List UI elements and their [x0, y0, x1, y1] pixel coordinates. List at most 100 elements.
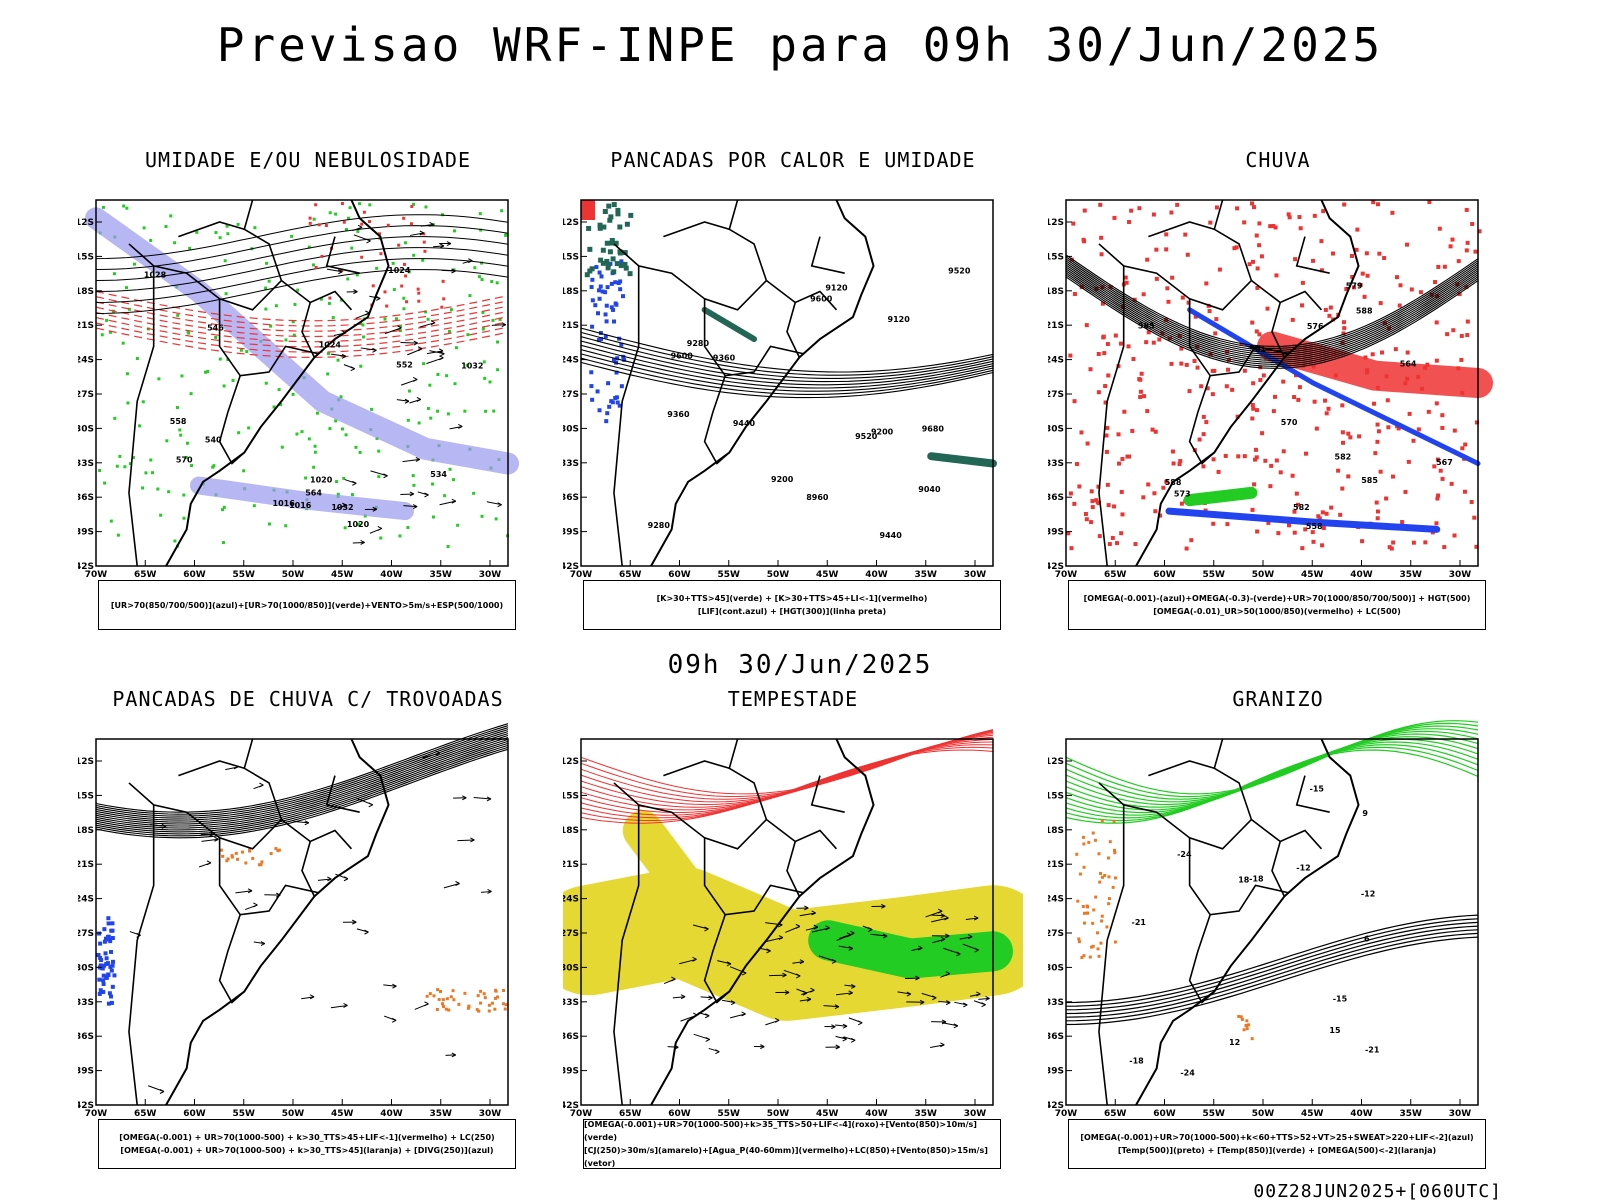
shaded-cell — [328, 302, 331, 305]
shaded-cell — [219, 358, 222, 361]
shaded-cell — [1250, 201, 1254, 205]
shaded-cell — [628, 213, 633, 218]
shaded-cell — [309, 222, 312, 225]
lat-tick-label: 18S — [563, 287, 579, 297]
lon-tick-label: 50W — [767, 1109, 790, 1117]
contour-label: -15 — [1310, 785, 1325, 794]
shaded-cell — [335, 480, 338, 483]
shaded-cell — [270, 852, 273, 855]
shaded-cell — [605, 304, 609, 308]
shaded-cell — [1091, 505, 1095, 509]
shaded-cell — [268, 280, 271, 283]
contour-label: 1032 — [461, 361, 483, 370]
shaded-cell — [231, 854, 234, 857]
lon-tick-label: 55W — [233, 570, 256, 578]
shaded-cell — [379, 536, 382, 539]
contour-label: 9040 — [918, 485, 941, 494]
shaded-cell — [1079, 430, 1083, 434]
shaded-cell — [1094, 896, 1097, 899]
shaded-cell — [1340, 403, 1344, 407]
shaded-cell — [493, 1008, 496, 1011]
shaded-cell — [1211, 392, 1215, 396]
shaded-cell — [1218, 268, 1222, 272]
shaded-cell — [1254, 448, 1258, 452]
shaded-cell — [604, 419, 608, 423]
shaded-cell — [1130, 429, 1134, 433]
shaded-cell — [407, 419, 410, 422]
shaded-cell — [479, 990, 482, 993]
shaded-cell — [612, 202, 617, 207]
shaded-cell — [343, 221, 346, 224]
shaded-cell — [1097, 947, 1100, 950]
shaded-cell — [1086, 442, 1090, 446]
shaded-cell — [1298, 385, 1302, 389]
shaded-cell — [98, 469, 101, 472]
lon-tick-label: 65W — [1104, 1109, 1127, 1117]
shaded-cell — [1106, 373, 1110, 377]
shaded-cell — [1390, 211, 1394, 215]
shaded-cell — [179, 434, 182, 437]
shaded-cell — [126, 401, 129, 404]
shaded-cell — [1453, 533, 1457, 537]
shaded-cell — [587, 247, 592, 252]
lon-tick-label: 65W — [1104, 570, 1127, 578]
shaded-cell — [1463, 443, 1467, 447]
shaded-cell — [1113, 820, 1116, 823]
lat-tick-label: 12S — [563, 757, 579, 767]
shaded-cell — [1311, 540, 1315, 544]
shaded-cell — [450, 308, 453, 311]
shaded-cell — [1313, 400, 1317, 404]
shaded-cell — [463, 992, 466, 995]
shaded-cell — [1269, 464, 1273, 468]
lat-tick-label: 18S — [563, 826, 579, 836]
shaded-cell — [443, 494, 446, 497]
shaded-cell — [1083, 922, 1086, 925]
shaded-cell — [1098, 203, 1102, 207]
shaded-cell — [1183, 233, 1187, 237]
shaded-cell — [624, 266, 629, 271]
shaded-cell — [385, 305, 388, 308]
shaded-cell — [1236, 454, 1240, 458]
shaded-cell — [397, 244, 400, 247]
shaded-cell — [1245, 1019, 1248, 1022]
shaded-cell — [1127, 344, 1131, 348]
contour-label: 570 — [1281, 418, 1298, 427]
legend-box: [K>30+TTS>45](verde) + [K>30+TTS>45+LI<-… — [583, 580, 1001, 630]
shaded-cell — [1297, 215, 1301, 219]
shaded-cell — [312, 263, 315, 266]
shaded-cell — [1169, 362, 1173, 366]
shaded-cell — [334, 213, 337, 216]
shaded-cell — [1281, 380, 1285, 384]
shaded-band — [828, 940, 993, 958]
shaded-cell — [1107, 856, 1110, 859]
lat-tick-label: 33S — [1048, 998, 1064, 1008]
shaded-cell — [1073, 292, 1077, 296]
shaded-cell — [1470, 500, 1474, 504]
shaded-cell — [1436, 265, 1440, 269]
contour-label: -21 — [1132, 918, 1147, 927]
shaded-cell — [188, 247, 191, 250]
shaded-cell — [1112, 504, 1116, 508]
shaded-cell — [1199, 384, 1203, 388]
shaded-cell — [354, 446, 357, 449]
shaded-cell — [102, 927, 106, 931]
lon-tick-label: 50W — [767, 570, 790, 578]
shaded-cell — [1394, 347, 1398, 351]
shaded-cell — [590, 325, 594, 329]
shaded-cell — [482, 327, 485, 330]
shaded-cell — [412, 484, 415, 487]
shaded-cell — [1423, 540, 1427, 544]
shaded-cell — [432, 994, 435, 997]
shaded-cell — [601, 248, 606, 253]
shaded-cell — [1131, 357, 1135, 361]
shaded-cell — [1253, 458, 1257, 462]
lat-tick-label: 12S — [1048, 218, 1064, 228]
lat-tick-label: 36S — [78, 493, 94, 503]
contour-label: 9120 — [888, 315, 911, 324]
shaded-cell — [1237, 1015, 1240, 1018]
contour-label: 9120 — [825, 283, 848, 292]
contour-label: 582 — [1335, 453, 1352, 462]
shaded-cell — [616, 401, 620, 405]
shaded-cell — [1257, 243, 1261, 247]
shaded-cell — [1390, 547, 1394, 551]
